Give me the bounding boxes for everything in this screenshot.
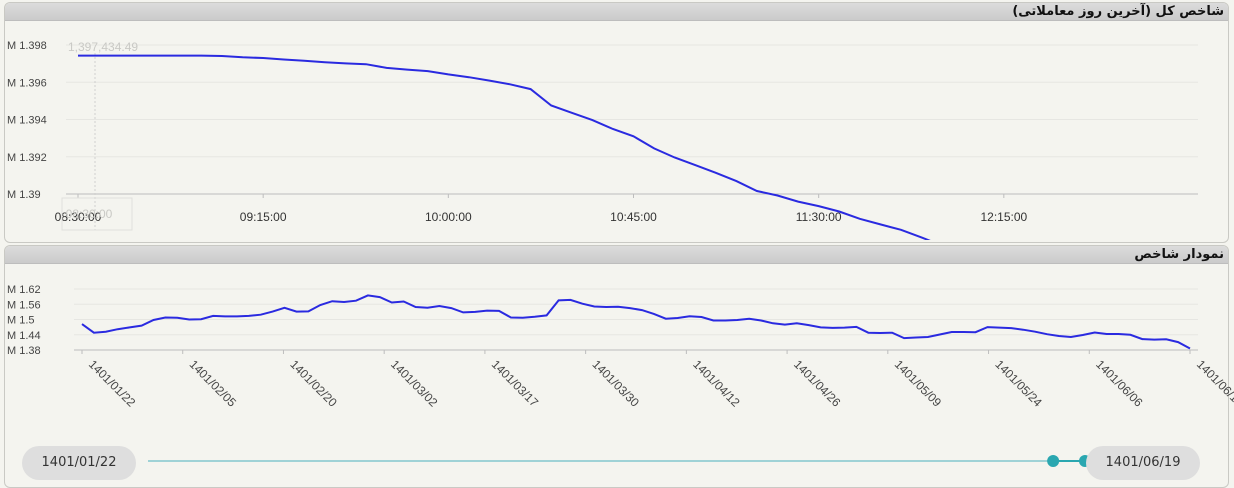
x-tick-label: 12:15:00: [980, 210, 1027, 224]
range-start-date[interactable]: 1401/01/22: [22, 446, 136, 480]
hover-value-label: 1,397,434.49: [68, 40, 138, 54]
y-tick-label: M 1.5: [7, 315, 35, 327]
y-tick-label: M 1.38: [7, 345, 41, 357]
y-tick-label: M 1.44: [7, 330, 41, 342]
hover-time-label: 08:30:00: [66, 207, 113, 221]
x-tick-label: 08:30:00: [55, 210, 102, 224]
x-tick-label: 10:00:00: [425, 210, 472, 224]
x-tick-label: 11:30:00: [796, 210, 842, 224]
x-tick-label: 09:15:00: [240, 210, 287, 224]
range-end-date[interactable]: 1401/06/19: [1086, 446, 1200, 480]
history-panel-title: نمودار شاخص: [5, 246, 1228, 264]
intraday-index-chart[interactable]: M 1.398 M 1.396 M 1.394 M 1.392 M 1.39 08:30:…: [0, 0, 1234, 240]
hover-time-box: [61, 197, 133, 231]
y-tick-label: M 1.394: [7, 115, 47, 127]
index-series-line: [78, 54, 931, 240]
x-tick-label: 10:45:00: [610, 210, 657, 224]
slider-start-handle[interactable]: [1047, 455, 1060, 467]
y-tick-label: M 1.398: [7, 40, 47, 52]
y-tick-label: M 1.392: [7, 152, 47, 164]
intraday-index-panel: شاخص کل (آخرین روز معاملاتی): [4, 2, 1229, 243]
index-series-line: [81, 294, 1191, 350]
y-tick-label: M 1.56: [7, 299, 41, 311]
y-tick-label: M 1.62: [7, 284, 41, 296]
intraday-panel-title: شاخص کل (آخرین روز معاملاتی): [5, 3, 1228, 21]
index-history-panel: نمودار شاخص: [4, 245, 1229, 488]
y-tick-label: M 1.396: [7, 77, 47, 89]
y-tick-label: M 1.39: [7, 189, 41, 201]
